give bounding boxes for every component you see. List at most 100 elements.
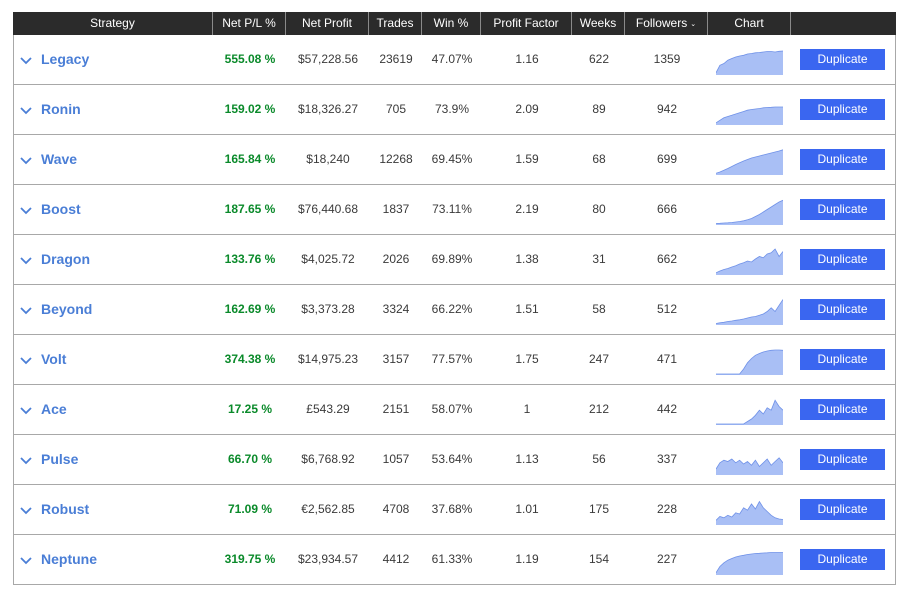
- performance-sparkline: [716, 457, 783, 475]
- performance-sparkline: [716, 552, 783, 575]
- strategy-name-link[interactable]: Legacy: [41, 51, 90, 67]
- col-header-chart: Chart: [734, 16, 764, 30]
- win-cell: 73.11%: [432, 202, 472, 216]
- sparkline-line: [716, 106, 783, 124]
- net-pl-cell: 374.38 %: [224, 352, 276, 366]
- chevron-down-icon[interactable]: [19, 203, 33, 217]
- weeks-cell: 175: [588, 502, 610, 516]
- profit-factor-cell: 1.19: [515, 552, 539, 566]
- chevron-down-icon[interactable]: [19, 253, 33, 267]
- strategy-name-link[interactable]: Robust: [41, 501, 90, 517]
- profit-factor-cell: 1: [523, 402, 531, 416]
- win-cell: 61.33%: [431, 552, 473, 566]
- chevron-down-icon[interactable]: [19, 353, 33, 367]
- table-row: Ace 17.25 % £543.29 2151 58.07% 1 212 442 Duplic…: [13, 385, 896, 435]
- chevron-down-icon[interactable]: [19, 103, 33, 117]
- table-row: Wave 165.84 % $18,240 12268 69.45% 1.59 68 699 D…: [13, 135, 896, 185]
- duplicate-button[interactable]: Duplicate: [800, 399, 885, 420]
- followers-cell: 666: [656, 202, 678, 216]
- strategy-name-link[interactable]: Pulse: [41, 451, 79, 467]
- col-header-trades[interactable]: Trades: [376, 16, 414, 30]
- sparkline-line: [716, 149, 783, 174]
- sparkline-area: [716, 149, 783, 175]
- performance-sparkline: [716, 149, 783, 175]
- chevron-down-icon[interactable]: [19, 53, 33, 67]
- duplicate-button[interactable]: Duplicate: [800, 149, 885, 170]
- followers-cell: 337: [656, 452, 678, 466]
- strategy-name-link[interactable]: Neptune: [41, 551, 97, 567]
- sparkline-line: [716, 248, 783, 274]
- col-header-weeks[interactable]: Weeks: [579, 16, 617, 30]
- trades-cell: 4708: [382, 502, 410, 516]
- trades-cell: 12268: [379, 152, 413, 166]
- win-cell: 77.57%: [431, 352, 473, 366]
- sparkline-line: [716, 457, 783, 470]
- weeks-cell: 68: [592, 152, 606, 166]
- performance-sparkline: [716, 248, 783, 275]
- performance-sparkline: [716, 500, 783, 525]
- win-cell: 69.45%: [431, 152, 473, 166]
- duplicate-button[interactable]: Duplicate: [800, 299, 885, 320]
- strategy-name-link[interactable]: Boost: [41, 201, 81, 217]
- header-divider: [624, 12, 625, 35]
- win-cell: 58.07%: [431, 402, 473, 416]
- followers-cell: 699: [656, 152, 678, 166]
- performance-sparkline: [716, 399, 783, 425]
- weeks-cell: 154: [588, 552, 610, 566]
- col-header-win[interactable]: Win %: [433, 16, 469, 30]
- chevron-down-icon[interactable]: [19, 303, 33, 317]
- weeks-cell: 31: [592, 252, 606, 266]
- net-pl-cell: 162.69 %: [224, 302, 276, 316]
- strategy-name-link[interactable]: Ronin: [41, 101, 81, 117]
- net-profit-cell: $18,326.27: [297, 102, 359, 116]
- table-row: Pulse 66.70 % $6,768.92 1057 53.64% 1.13 56 337…: [13, 435, 896, 485]
- trades-cell: 4412: [382, 552, 410, 566]
- sparkline-line: [716, 299, 783, 324]
- duplicate-button[interactable]: Duplicate: [800, 449, 885, 470]
- duplicate-button[interactable]: Duplicate: [800, 349, 885, 370]
- col-header-followers[interactable]: Followers ⌄: [625, 12, 707, 35]
- duplicate-button[interactable]: Duplicate: [800, 549, 885, 570]
- col-header-profit-factor[interactable]: Profit Factor: [493, 16, 559, 30]
- profit-factor-cell: 1.16: [515, 52, 539, 66]
- weeks-cell: 56: [592, 452, 606, 466]
- duplicate-button[interactable]: Duplicate: [800, 49, 885, 70]
- sparkline-line: [716, 199, 783, 224]
- col-header-net-profit[interactable]: Net Profit: [301, 16, 352, 30]
- chevron-down-icon[interactable]: [19, 453, 33, 467]
- header-divider: [790, 12, 791, 35]
- win-cell: 37.68%: [431, 502, 473, 516]
- duplicate-button[interactable]: Duplicate: [800, 199, 885, 220]
- strategy-name-link[interactable]: Wave: [41, 151, 78, 167]
- chevron-down-icon[interactable]: [19, 153, 33, 167]
- win-cell: 66.22%: [431, 302, 473, 316]
- header-divider: [571, 12, 572, 35]
- chevron-down-icon[interactable]: [19, 403, 33, 417]
- col-header-net-pl[interactable]: Net P/L %: [222, 16, 276, 30]
- trades-cell: 3157: [382, 352, 410, 366]
- table-row: Beyond 162.69 % $3,373.28 3324 66.22% 1.51 58 5…: [13, 285, 896, 335]
- chevron-down-icon[interactable]: [19, 553, 33, 567]
- net-pl-cell: 71.09 %: [227, 502, 273, 516]
- duplicate-button[interactable]: Duplicate: [800, 499, 885, 520]
- strategy-name-link[interactable]: Ace: [41, 401, 67, 417]
- duplicate-button[interactable]: Duplicate: [800, 99, 885, 120]
- col-header-strategy[interactable]: Strategy: [90, 16, 135, 30]
- sparkline-area: [716, 107, 783, 125]
- strategy-name-link[interactable]: Beyond: [41, 301, 93, 317]
- trades-cell: 23619: [379, 52, 413, 66]
- chevron-down-icon[interactable]: [19, 503, 33, 517]
- sparkline-area: [716, 299, 783, 325]
- header-divider: [212, 12, 213, 35]
- duplicate-button[interactable]: Duplicate: [800, 249, 885, 270]
- header-divider: [368, 12, 369, 35]
- chevron-down-icon: ⌄: [690, 21, 697, 28]
- table-row: Legacy 555.08 % $57,228.56 23619 47.07% 1.16 6…: [13, 35, 896, 85]
- win-cell: 73.9%: [434, 102, 470, 116]
- table-row: Dragon 133.76 % $4,025.72 2026 69.89% 1.38 31 6…: [13, 235, 896, 285]
- weeks-cell: 58: [592, 302, 606, 316]
- strategy-name-link[interactable]: Dragon: [41, 251, 90, 267]
- net-pl-cell: 319.75 %: [224, 552, 276, 566]
- net-profit-cell: $76,440.68: [297, 202, 359, 216]
- strategy-name-link[interactable]: Volt: [41, 351, 67, 367]
